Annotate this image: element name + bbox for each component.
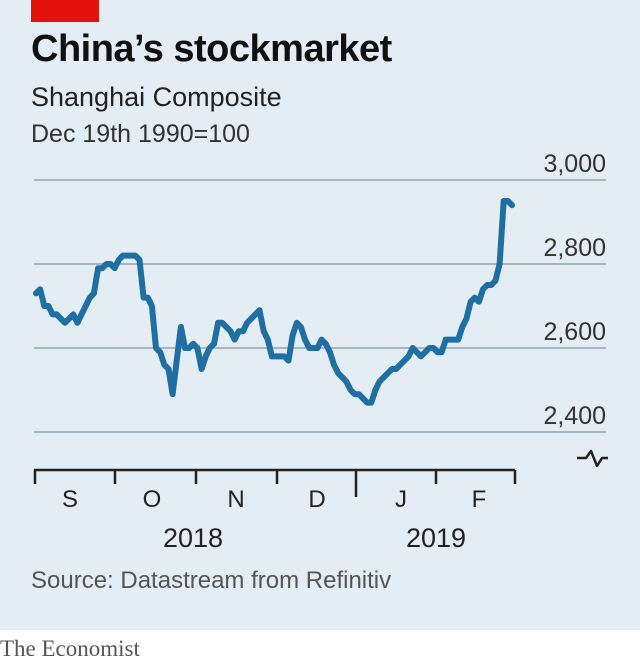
x-month-label: S [62,486,78,513]
series-line [33,198,515,406]
economist-logo: The Economist [0,636,140,661]
brand-red-tag [31,0,99,22]
chart-title: China’s stockmarket [31,28,392,70]
x-month-label: N [227,486,244,513]
x-axis-labels: S O N D J F 2018 2019 [62,486,486,553]
y-tick-label: 2,600 [543,318,606,346]
x-month-label: O [143,486,162,513]
chart-plot: 2,400 2,600 2,800 3,000 S O N D J F 2018 2019 [33,150,608,553]
chart-subtitle: Shanghai Composite [31,82,282,112]
x-year-label: 2019 [406,523,466,553]
y-tick-label: 2,800 [543,234,606,262]
source-note: Source: Datastream from Refinitiv [31,567,392,594]
y-tick-labels: 2,400 2,600 2,800 3,000 [543,150,606,430]
x-month-label: F [472,486,487,513]
x-month-label: J [395,486,407,513]
chart-panel [0,0,640,630]
x-axis [33,468,517,497]
y-tick-label: 2,400 [543,402,606,430]
x-month-label: D [308,486,325,513]
gridlines [34,179,606,433]
y-axis-break-icon [577,449,608,468]
y-tick-label: 3,000 [543,150,606,178]
x-year-label: 2018 [163,523,223,553]
index-base-note: Dec 19th 1990=100 [31,120,250,148]
